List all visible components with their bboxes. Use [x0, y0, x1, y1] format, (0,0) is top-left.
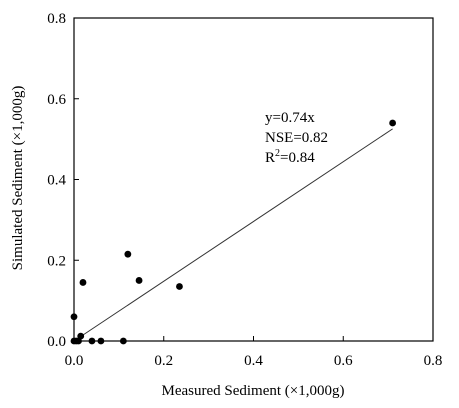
r-squared-value: =0.84 — [280, 150, 315, 166]
y-tick-label: 0.4 — [47, 173, 66, 189]
data-point — [77, 332, 85, 340]
r-squared-superscript: 2 — [275, 148, 280, 159]
equation-label: y=0.74x — [265, 110, 315, 126]
x-tick-label: 0.0 — [65, 353, 84, 369]
x-tick-label: 0.2 — [154, 353, 173, 369]
data-point — [176, 283, 183, 290]
y-tick-label: 0.0 — [47, 334, 66, 350]
x-tick-label: 0.6 — [334, 353, 353, 369]
trendline-layer — [73, 128, 393, 342]
x-tick-label: 0.4 — [244, 353, 263, 369]
y-tick-label: 0.6 — [47, 92, 66, 108]
ticks-layer — [73, 17, 434, 342]
r-squared-prefix: R — [265, 150, 275, 166]
data-point — [135, 277, 143, 284]
data-point — [389, 119, 397, 127]
r-squared-label: R2=0.84 — [265, 148, 315, 166]
nse-label: NSE=0.82 — [265, 130, 328, 146]
tick-labels-layer: 0.0 0.2 0.4 0.6 0.8 0.0 0.2 0.4 0.6 0.8 — [47, 11, 442, 369]
x-tick-label: 0.8 — [424, 353, 443, 369]
data-point — [79, 279, 87, 286]
y-tick-label: 0.8 — [47, 11, 66, 27]
trendline — [73, 128, 393, 342]
y-tick-label: 0.2 — [47, 253, 66, 269]
x-axis-title: Measured Sediment (×1,000g) — [161, 383, 344, 399]
data-point — [124, 250, 132, 258]
y-axis-title: Simulated Sediment (×1,000g) — [10, 86, 26, 271]
